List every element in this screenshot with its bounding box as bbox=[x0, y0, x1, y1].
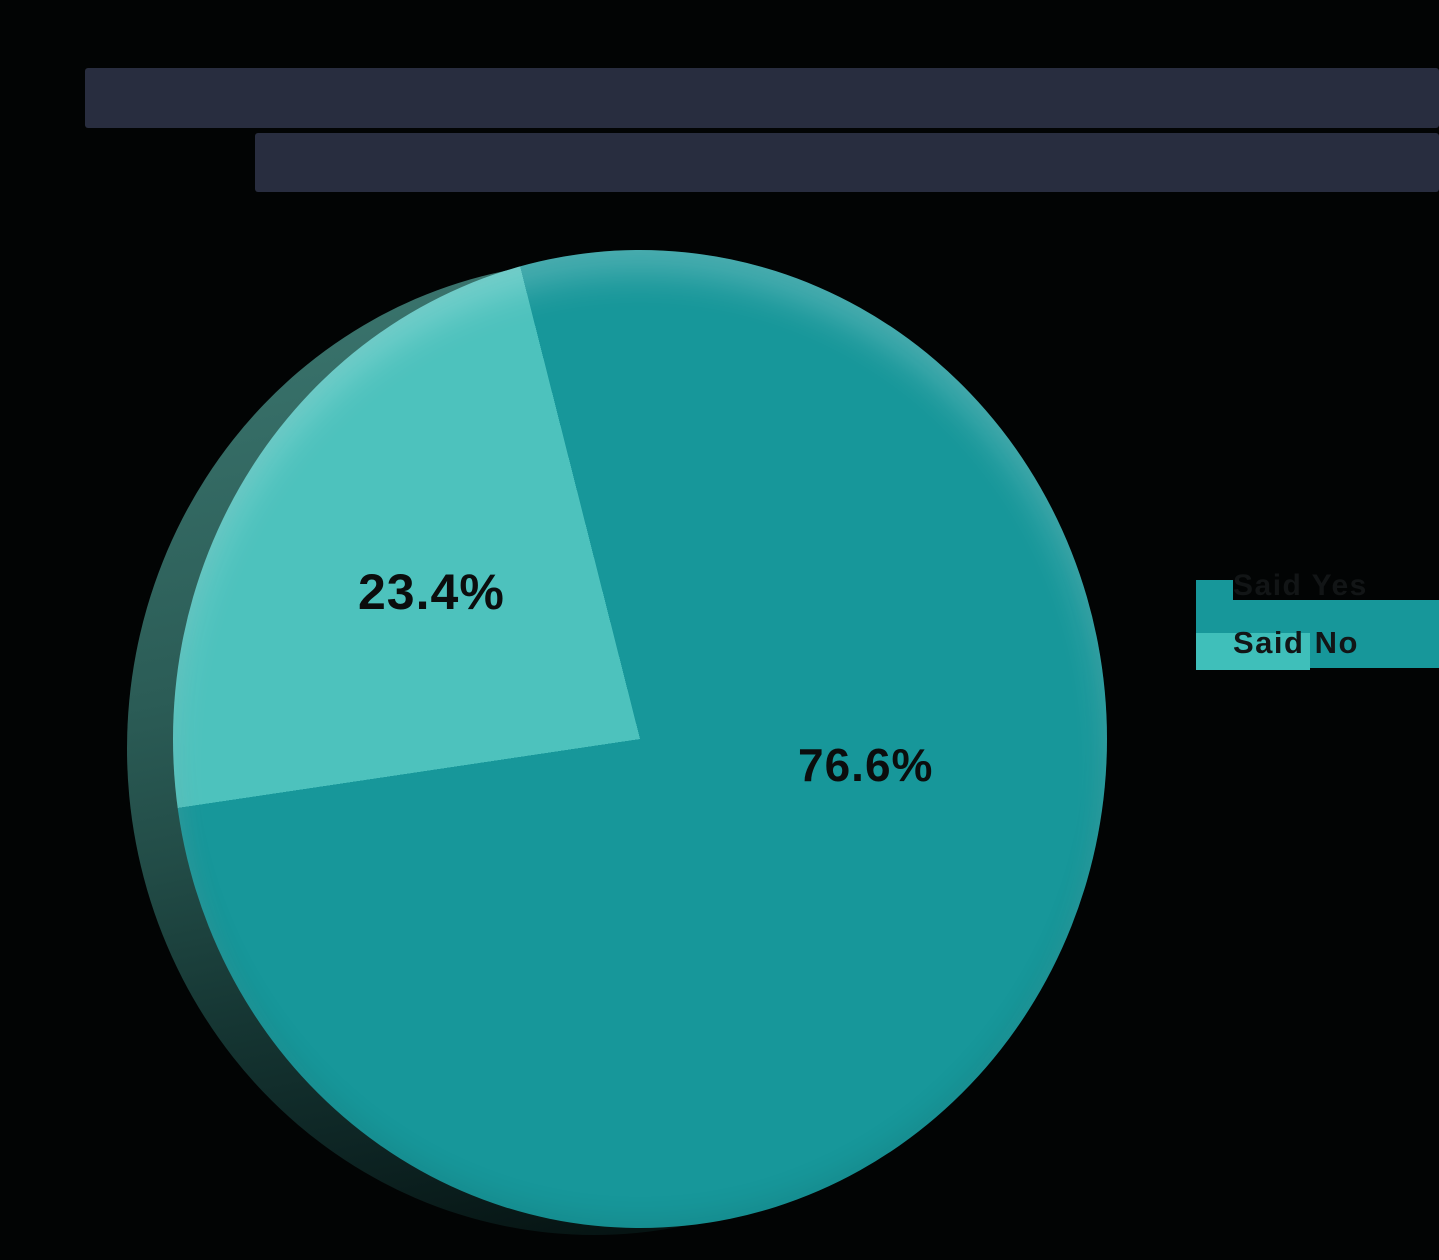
legend-band-yes bbox=[1196, 600, 1439, 633]
slice-label-no: 23.4% bbox=[358, 564, 505, 620]
title-line1-redacted-bar bbox=[85, 68, 1439, 128]
legend-label-no[interactable]: Said No bbox=[1233, 625, 1359, 660]
legend-band-no-right bbox=[1310, 633, 1439, 668]
title-line2-redacted-bar bbox=[255, 133, 1439, 192]
pie-chart[interactable] bbox=[173, 250, 1107, 1228]
legend-label-yes[interactable]: Said Yes bbox=[1233, 569, 1368, 602]
legend-swatch-no[interactable] bbox=[1196, 633, 1310, 670]
slice-label-yes: 76.6% bbox=[798, 739, 934, 791]
